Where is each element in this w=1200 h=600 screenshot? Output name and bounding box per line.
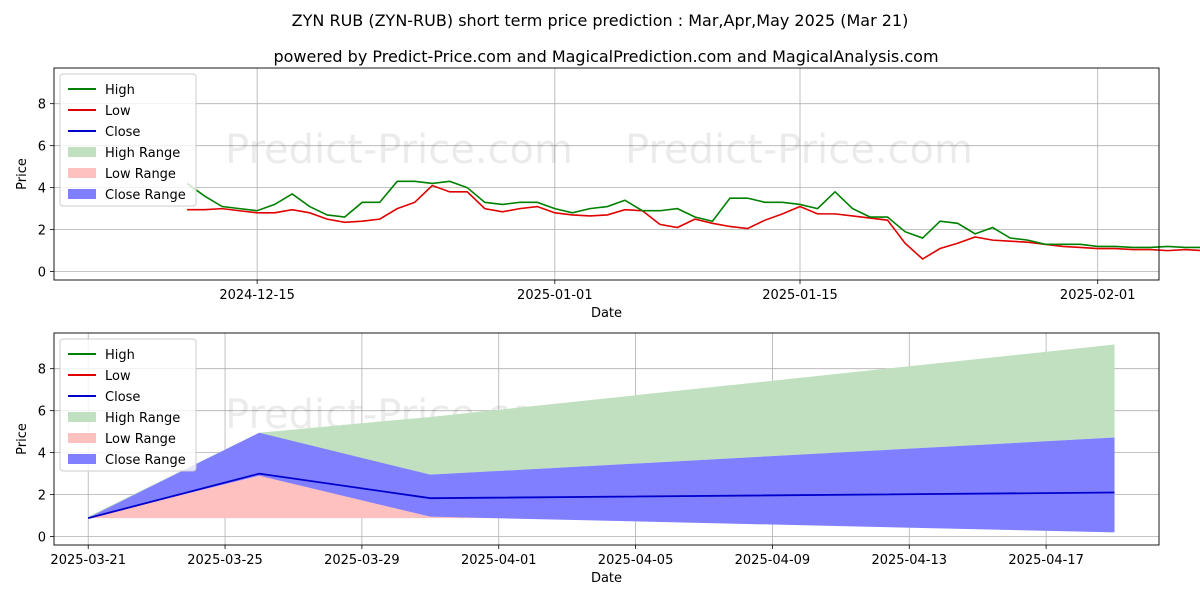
- watermark-text: Predict-Price.com: [625, 127, 973, 173]
- y-tick-label: 0: [38, 266, 46, 281]
- legend-swatch-patch: [68, 454, 96, 464]
- x-tick-label: 2025-04-09: [735, 553, 811, 568]
- x-tick-label: 2025-01-15: [762, 288, 838, 303]
- x-axis-label: Date: [591, 306, 622, 321]
- x-axis-label: Date: [591, 571, 622, 586]
- y-tick-label: 4: [38, 447, 46, 462]
- axes-frame: [53, 332, 1160, 546]
- low-range-band: [88, 475, 1115, 519]
- legend-swatch-patch: [68, 189, 96, 199]
- legend-label: Close: [105, 125, 140, 140]
- watermark-text: Predict-Price.com: [225, 127, 573, 173]
- y-tick-label: 4: [38, 182, 46, 197]
- y-tick-label: 8: [38, 363, 46, 378]
- high-range-band: [88, 344, 1115, 518]
- legend-label: High: [105, 348, 135, 363]
- legend-swatch-patch: [68, 433, 96, 443]
- axes-frame: [53, 67, 1160, 281]
- legend-label: Low Range: [105, 167, 176, 182]
- x-tick-label: 2025-04-05: [598, 553, 674, 568]
- legend-label: Low: [105, 104, 131, 119]
- legend-label: Low: [105, 369, 131, 384]
- legend-label: High Range: [105, 146, 180, 161]
- legend-swatch-patch: [68, 412, 96, 422]
- y-tick-label: 8: [38, 98, 46, 113]
- x-tick-label: 2025-02-01: [1060, 288, 1136, 303]
- chart-subtitle: powered by Predict-Price.com and Magical…: [273, 47, 938, 66]
- y-tick-label: 2: [38, 489, 46, 504]
- close-range-band: [88, 432, 1115, 533]
- legend-label: High Range: [105, 411, 180, 426]
- legend-label: High: [105, 83, 135, 98]
- close-forecast-line: [87, 472, 1115, 520]
- legend-label: Close: [105, 390, 140, 405]
- legend-swatch-patch: [68, 147, 96, 157]
- x-tick-label: 2024-12-15: [219, 288, 295, 303]
- legend-label: Close Range: [105, 453, 186, 468]
- y-axis-label: Price: [15, 158, 30, 190]
- x-tick-label: 2025-03-29: [324, 553, 400, 568]
- y-tick-label: 6: [38, 405, 46, 420]
- x-tick-label: 2025-04-13: [871, 553, 947, 568]
- x-tick-label: 2025-03-21: [50, 553, 126, 568]
- y-axis-label: Price: [15, 423, 30, 455]
- x-tick-label: 2025-01-01: [517, 288, 593, 303]
- y-tick-label: 2: [38, 224, 46, 239]
- legend-label: Close Range: [105, 188, 186, 203]
- x-tick-label: 2025-03-25: [187, 553, 263, 568]
- legend-label: Low Range: [105, 432, 176, 447]
- high-price-line: [186, 180, 1200, 249]
- x-tick-label: 2025-04-17: [1008, 553, 1084, 568]
- y-tick-label: 6: [38, 140, 46, 155]
- low-price-line: [187, 184, 1200, 260]
- y-tick-label: 0: [38, 531, 46, 546]
- chart-title: ZYN RUB (ZYN-RUB) short term price predi…: [292, 11, 909, 30]
- x-tick-label: 2025-04-01: [461, 553, 537, 568]
- legend-swatch-patch: [68, 168, 96, 178]
